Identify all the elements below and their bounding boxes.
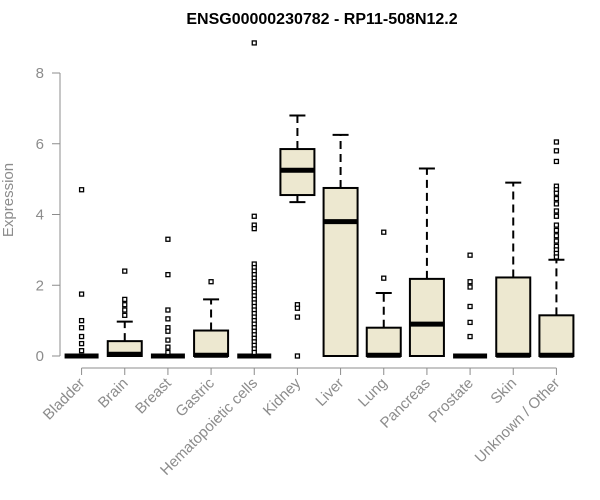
outlier-point — [553, 254, 560, 260]
outlier-point — [553, 190, 560, 196]
outlier-point — [294, 314, 301, 320]
y-axis: 0 2 4 6 8 — [36, 65, 61, 365]
box-unknown-other — [538, 139, 575, 358]
outlier-point — [381, 229, 387, 235]
box-series — [64, 40, 575, 359]
y-axis-label: Expression — [0, 163, 17, 237]
outlier-point — [467, 319, 473, 326]
outlier-point — [553, 238, 560, 244]
outlier-point — [78, 317, 85, 324]
outlier-point — [467, 279, 473, 285]
y-tick-label: 2 — [36, 277, 44, 294]
outlier-point — [467, 284, 473, 290]
box-liver — [322, 133, 359, 357]
outlier-point — [467, 252, 473, 258]
outlier-point — [78, 340, 85, 347]
outlier-point — [122, 312, 128, 318]
outlier-point — [78, 291, 85, 297]
outlier-point — [553, 227, 560, 234]
outlier-point — [294, 305, 301, 311]
outlier-point — [165, 349, 171, 356]
outlier-point — [122, 296, 128, 303]
box-breast — [150, 236, 185, 359]
box-prostate — [453, 252, 488, 359]
outlier-point — [553, 222, 560, 228]
outlier-point — [165, 316, 171, 322]
outlier-point — [294, 353, 301, 359]
outlier-point — [122, 268, 128, 274]
outlier-point — [251, 349, 257, 356]
outlier-point — [78, 348, 85, 354]
outlier-point — [78, 187, 85, 193]
x-tick-label: Bladder — [40, 375, 89, 424]
outlier-point — [165, 328, 171, 334]
box-kidney — [279, 114, 316, 359]
y-tick-label: 8 — [36, 65, 44, 82]
box-skin — [495, 181, 532, 358]
y-tick-label: 6 — [36, 136, 44, 153]
outlier-point — [381, 275, 387, 281]
outlier-point — [553, 201, 560, 207]
outlier-point — [165, 307, 171, 313]
x-tick-label: Prostate — [425, 375, 477, 427]
x-tick-label: Kidney — [260, 374, 305, 419]
outlier-point — [122, 302, 128, 308]
outlier-point — [251, 225, 257, 232]
outlier-point — [553, 139, 560, 145]
outlier-point — [165, 337, 171, 343]
box-lung — [365, 229, 402, 358]
outlier-point — [251, 40, 257, 46]
box-iqr — [322, 186, 359, 357]
box-iqr — [193, 329, 230, 357]
box-iqr — [538, 314, 575, 358]
y-tick-label: 4 — [36, 207, 44, 224]
box-brain — [106, 268, 143, 357]
x-tick-label: Lung — [355, 375, 391, 411]
outlier-point — [165, 271, 171, 278]
box-iqr — [408, 277, 445, 358]
outlier-point — [467, 333, 473, 340]
outlier-point — [553, 208, 560, 214]
chart-title: ENSG00000230782 - RP11-508N12.2 — [186, 11, 457, 28]
box-iqr — [495, 276, 532, 357]
outlier-point — [165, 236, 171, 242]
x-tick-label: Breast — [132, 374, 175, 417]
outlier-point — [553, 213, 560, 219]
outlier-point — [467, 303, 473, 310]
outlier-point — [553, 148, 560, 154]
outlier-point — [553, 233, 560, 239]
box-pancreas — [408, 167, 445, 358]
outlier-point — [553, 195, 560, 202]
outlier-point — [78, 333, 85, 340]
box-gastric — [193, 279, 230, 358]
box-iqr — [365, 326, 402, 358]
box-bladder — [64, 187, 99, 359]
outlier-point — [553, 158, 560, 165]
x-tick-label: Skin — [487, 375, 520, 408]
x-tick-label: Liver — [312, 375, 347, 410]
box-hematopoietic-cells — [237, 40, 272, 359]
outlier-point — [251, 213, 257, 219]
outlier-point — [122, 307, 128, 313]
y-tick-label: 0 — [36, 348, 44, 365]
outlier-point — [165, 344, 171, 350]
x-tick-label: Brain — [95, 375, 132, 412]
outlier-point — [78, 325, 85, 331]
outlier-point — [208, 279, 214, 285]
